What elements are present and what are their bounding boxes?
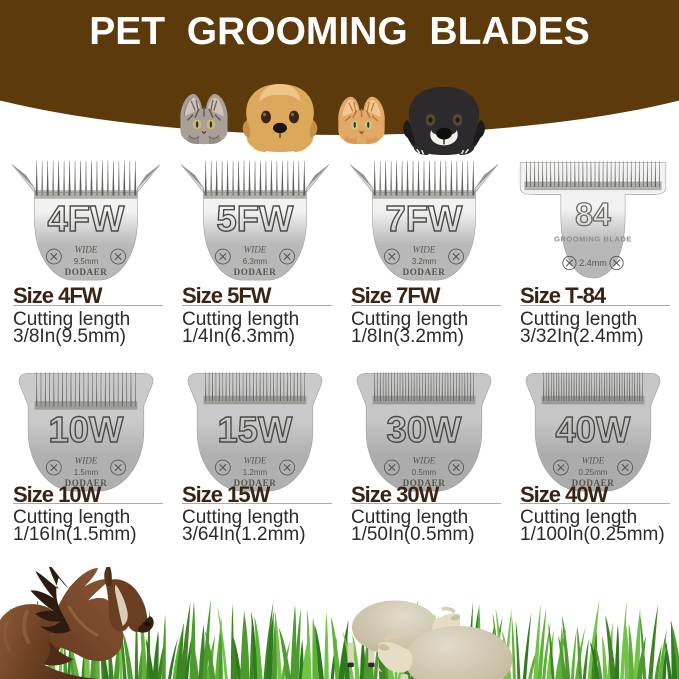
svg-text:WIDE: WIDE [582, 455, 605, 465]
svg-text:0.5mm: 0.5mm [412, 468, 437, 477]
svg-text:5FW: 5FW [217, 198, 294, 239]
svg-text:1.2mm: 1.2mm [243, 468, 268, 477]
svg-text:1.5mm: 1.5mm [74, 468, 99, 477]
svg-text:30W: 30W [387, 409, 462, 450]
svg-text:WIDE: WIDE [244, 244, 267, 254]
svg-text:10W: 10W [49, 409, 124, 450]
svg-text:9.5mm: 9.5mm [74, 257, 99, 266]
svg-text:84: 84 [575, 196, 611, 232]
svg-text:3.2mm: 3.2mm [412, 257, 437, 266]
svg-text:WIDE: WIDE [413, 244, 436, 254]
svg-text:7FW: 7FW [386, 198, 463, 239]
svg-text:4FW: 4FW [48, 198, 125, 239]
svg-text:WIDE: WIDE [413, 455, 436, 465]
svg-text:DODAER: DODAER [234, 267, 277, 277]
svg-text:0.25mm: 0.25mm [579, 468, 608, 477]
svg-text:DODAER: DODAER [65, 267, 108, 277]
svg-text:WIDE: WIDE [244, 455, 267, 465]
svg-text:GROOMING BLADE: GROOMING BLADE [554, 235, 632, 244]
svg-text:DODAER: DODAER [403, 267, 446, 277]
svg-text:WIDE: WIDE [75, 244, 98, 254]
svg-text:6.3mm: 6.3mm [243, 257, 268, 266]
svg-text:40W: 40W [556, 409, 631, 450]
svg-text:15W: 15W [218, 409, 293, 450]
svg-text:2.4mm: 2.4mm [579, 258, 607, 268]
svg-text:WIDE: WIDE [75, 455, 98, 465]
